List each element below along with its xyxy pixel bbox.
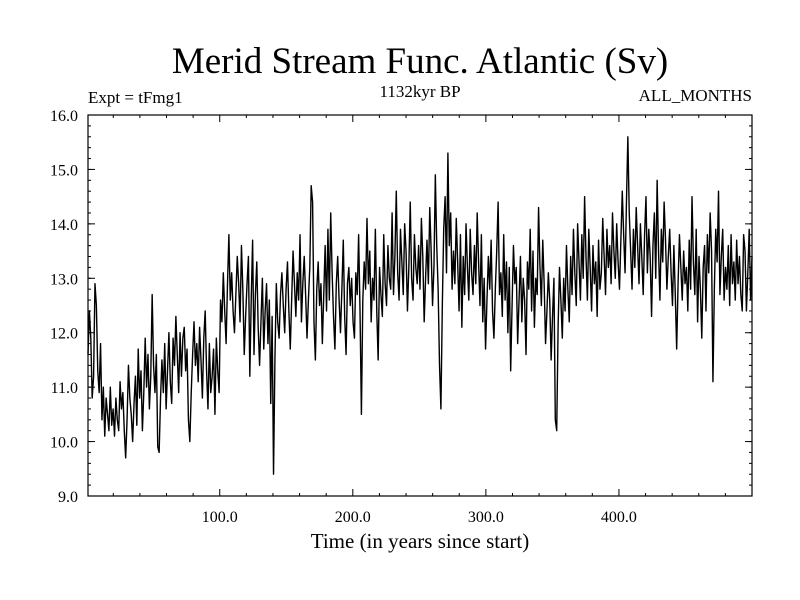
months-label: ALL_MONTHS xyxy=(639,86,752,105)
chart-title: Merid Stream Func. Atlantic (Sv) xyxy=(172,41,668,82)
chart-subtitle: 1132kyr BP xyxy=(379,82,460,101)
series-line-tFmg1 xyxy=(87,136,753,475)
x-tick-label: 400.0 xyxy=(601,509,637,526)
y-tick-label: 11.0 xyxy=(51,380,78,397)
y-tick-label: 15.0 xyxy=(50,162,78,179)
y-tick-label: 13.0 xyxy=(50,271,78,288)
x-tick-label: 300.0 xyxy=(468,509,504,526)
plot-frame xyxy=(87,114,753,497)
y-tick-label: 10.0 xyxy=(50,435,78,452)
x-axis-label: Time (in years since start) xyxy=(311,529,530,553)
x-tick-label: 100.0 xyxy=(202,509,238,526)
y-tick-label: 16.0 xyxy=(50,108,78,125)
y-tick-label: 9.0 xyxy=(58,489,78,506)
experiment-label: Expt = tFmg1 xyxy=(88,88,183,107)
y-tick-label: 12.0 xyxy=(50,326,78,343)
y-tick-label: 14.0 xyxy=(50,217,78,234)
y-axis-ticks: 9.0 10.0 11.0 12.0 13.0 14.0 15.0 16.0 xyxy=(50,108,752,506)
x-tick-label: 200.0 xyxy=(335,509,371,526)
